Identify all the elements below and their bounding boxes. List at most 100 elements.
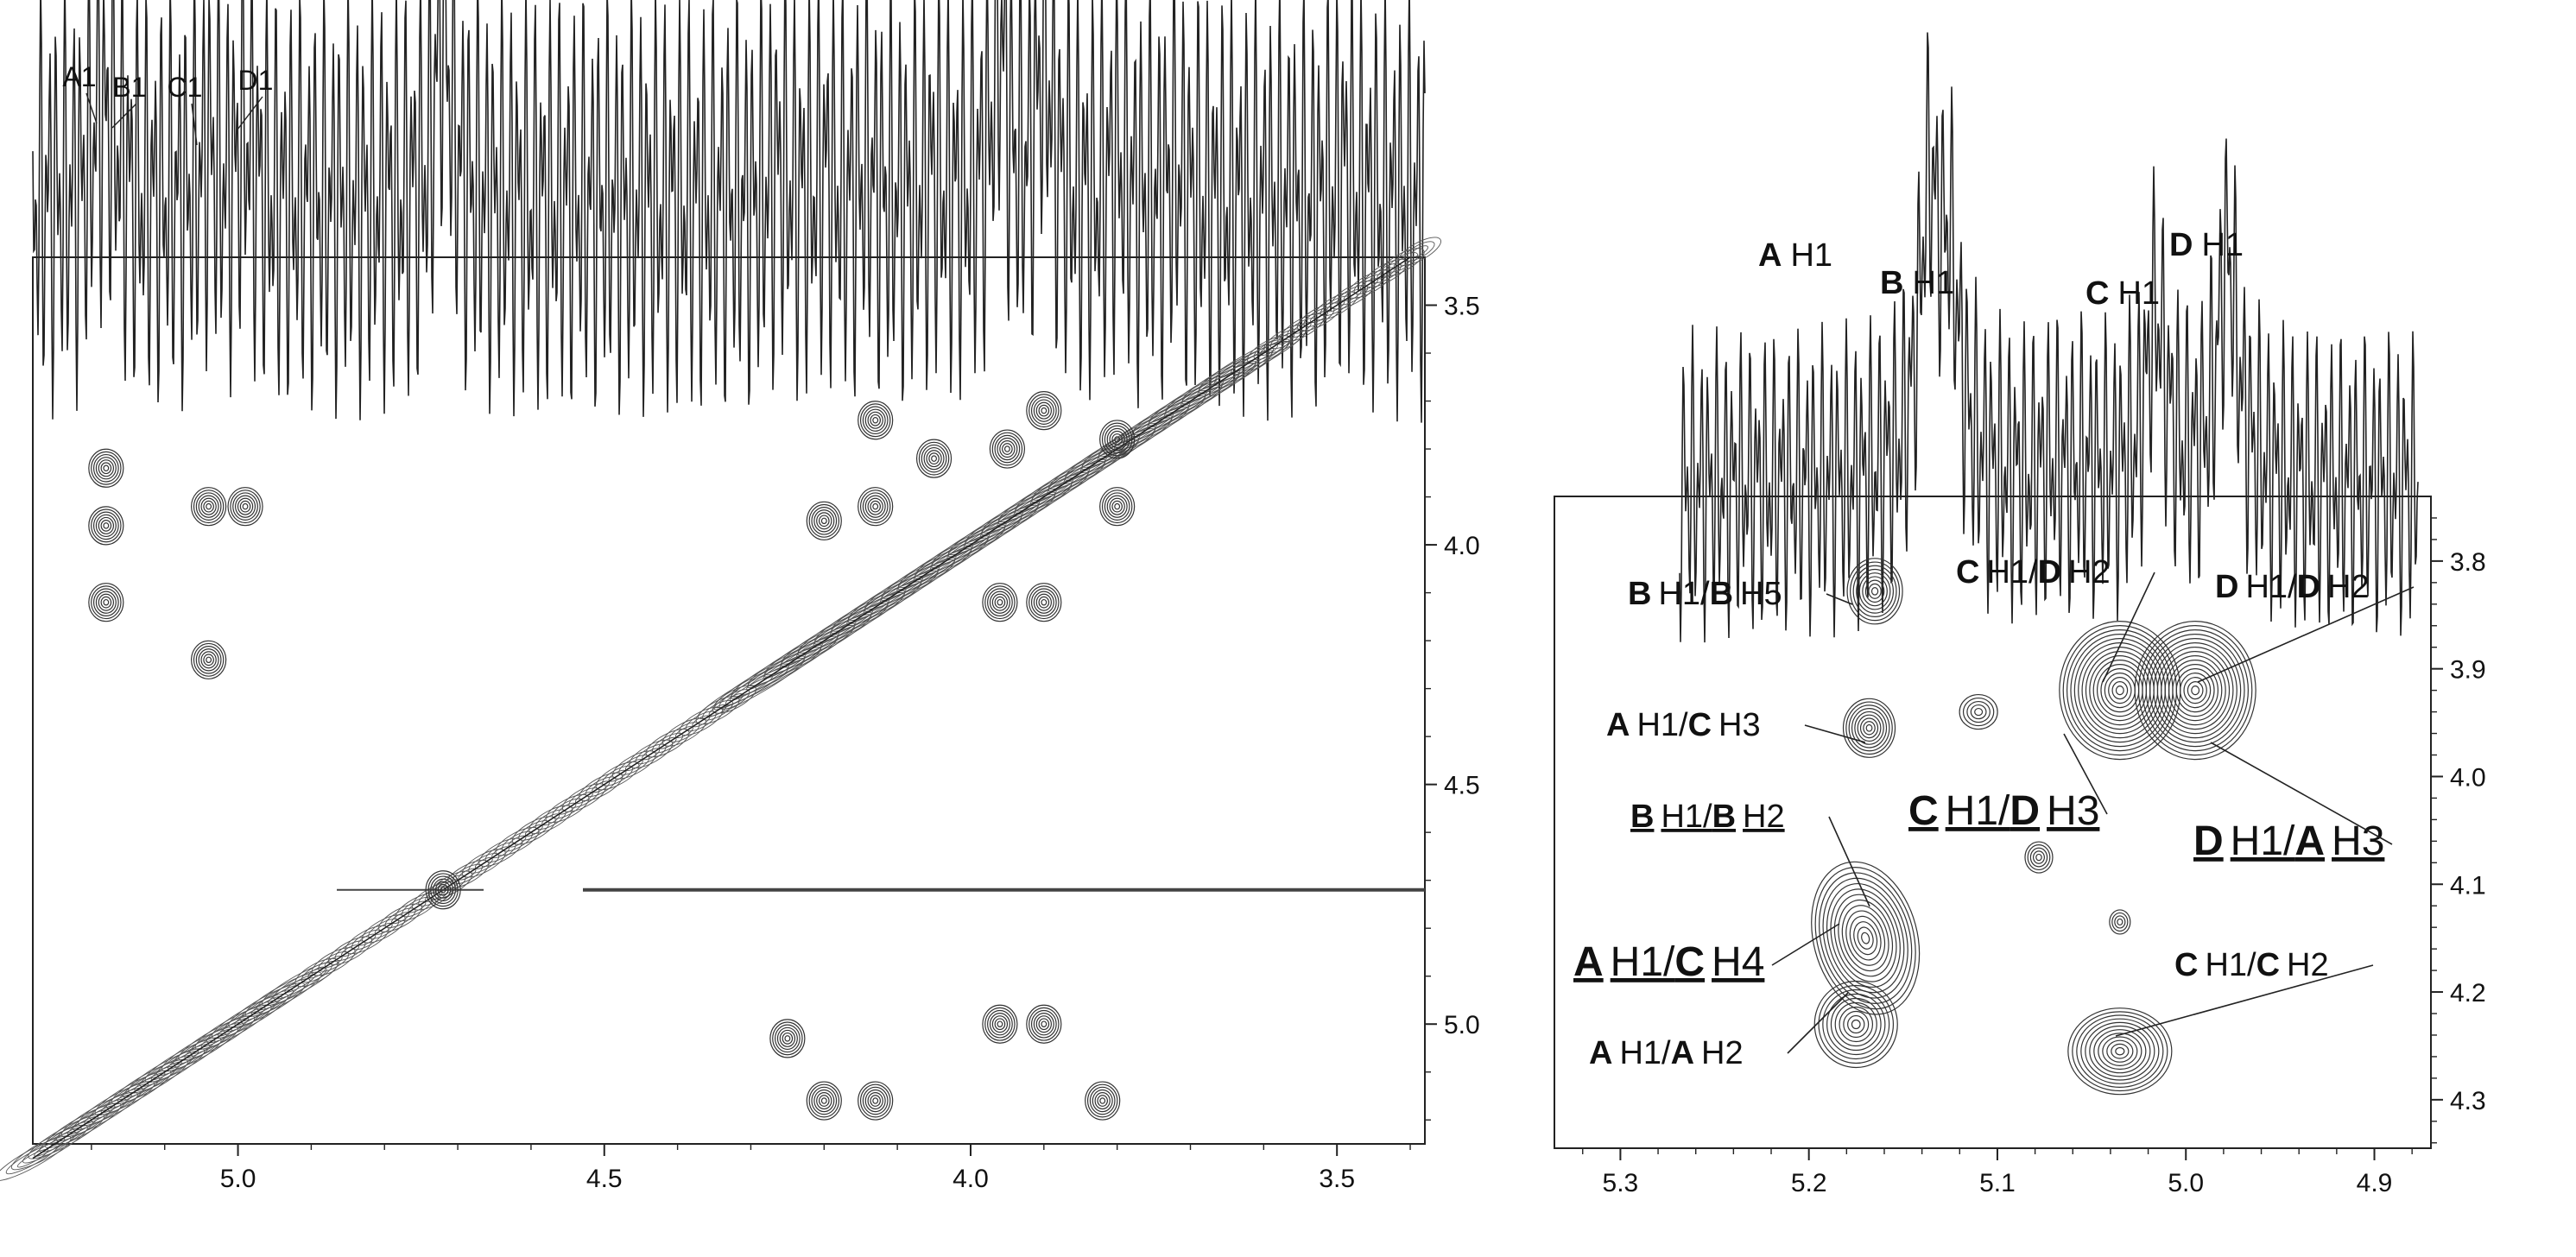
cross-peak-6 [2024, 841, 2054, 874]
peak-label-DH1: D H1 [2169, 227, 2244, 263]
atom: H1/ [2231, 818, 2295, 864]
cross-peak-8 [2067, 1007, 2173, 1096]
peak-label-B1: B1 [112, 72, 146, 103]
cross-peak-2 [1811, 861, 1921, 1015]
cross-peak-2 [88, 583, 124, 622]
cross-peak-1 [1842, 698, 1896, 758]
cross-peak-7 [2109, 909, 2131, 935]
atom: H2 [2327, 569, 2370, 605]
annotation-3: A H1/C H4 [1573, 939, 1764, 985]
y-tick-label: 4.3 [2450, 1087, 2486, 1115]
residue: A [1573, 939, 1604, 985]
annotation-6: C H1/D H3 [1908, 788, 2099, 834]
cross-peak-5 [2134, 621, 2256, 761]
atom: H4 [1712, 939, 1764, 985]
residue: C [1674, 939, 1705, 985]
cross-peak-9 [858, 1081, 894, 1121]
cross-peak-15 [858, 401, 894, 440]
residue: A [1589, 1035, 1612, 1071]
cross-peak-18 [1026, 583, 1062, 622]
cross-peak-4 [227, 487, 263, 527]
residue: B [1630, 799, 1654, 835]
annotation-2: B H1/B H2 [1630, 799, 1785, 835]
residue: A [1606, 707, 1630, 743]
atom: H1/ [1619, 1035, 1671, 1071]
right-spectrum-trace [1679, 32, 2419, 643]
y-tick-label: 4.5 [1444, 772, 1480, 800]
x-tick-label: 5.0 [2168, 1169, 2204, 1197]
x-tick-label: 5.3 [1603, 1169, 1639, 1197]
y-tick-label: 4.0 [2450, 763, 2486, 792]
cross-peak-8 [806, 1081, 842, 1121]
atom: H3 [2047, 788, 2099, 834]
x-tick-label: 4.0 [953, 1165, 989, 1193]
atom: H1/ [1946, 788, 2010, 834]
residue: C [2085, 275, 2109, 312]
atom: H1/ [1986, 554, 2038, 591]
peak-label-D1: D1 [238, 65, 274, 96]
diagonal-line [32, 256, 1411, 1159]
residue: A [1758, 237, 1782, 274]
annotation-leader-1 [1804, 724, 1866, 743]
atom: H1/ [1611, 939, 1675, 985]
atom: H2 [2068, 554, 2111, 591]
annotation-5: C H1/D H2 [1956, 554, 2111, 591]
y-tick-label: 3.9 [2450, 656, 2486, 685]
cross-peak-20 [1026, 391, 1062, 431]
y-tick-label: 4.0 [1444, 532, 1480, 560]
y-tick-label: 3.8 [2450, 548, 2486, 577]
cross-peak-3 [1813, 980, 1898, 1069]
residue: D [2297, 569, 2320, 605]
atom: H2 [1701, 1035, 1744, 1071]
residue: C [1908, 788, 1939, 834]
atom: H1/ [1658, 576, 1710, 612]
annotation-leader-3 [1771, 923, 1840, 966]
residue: D [2193, 818, 2224, 864]
peak-label-C1: C1 [168, 72, 203, 103]
right-plot-frame [1554, 496, 2432, 1149]
residue: D [2038, 554, 2061, 591]
cross-peak-22 [1099, 487, 1136, 527]
cross-peak-5 [191, 640, 227, 679]
atom: H1/ [1636, 707, 1688, 743]
cross-peak-3 [191, 487, 227, 527]
peak-label-A1: A1 [62, 61, 96, 92]
residue: D [2215, 569, 2238, 605]
peak-leader-A1 [85, 92, 98, 124]
cross-peak-12 [1085, 1081, 1121, 1121]
residue: A [1671, 1035, 1694, 1071]
cross-peak-19 [989, 429, 1026, 469]
atom: H1/ [1661, 799, 1712, 835]
residue: C [1956, 554, 1979, 591]
peak-label-BH1: B H1 [1880, 265, 1954, 301]
cross-peak-13 [806, 501, 842, 540]
peak-leader-B1 [111, 103, 137, 129]
cross-peak-14 [858, 487, 894, 527]
atom: H2 [1743, 799, 1785, 835]
atom: H2 [2287, 947, 2329, 983]
cross-peak-11 [1026, 1004, 1062, 1044]
annotation-9: C H1/C H2 [2174, 947, 2329, 983]
annotation-0: B H1/B H5 [1628, 576, 1782, 612]
residue: B [1712, 799, 1736, 835]
y-tick-label: 4.2 [2450, 979, 2486, 1007]
atom: H5 [1740, 576, 1782, 612]
annotation-leader-5 [2102, 572, 2155, 683]
annotation-leader-2 [1828, 816, 1870, 907]
atom: H1 [2201, 227, 2244, 263]
left-contour-panel: 5.0 4.5 4.0 3.5 3.5 4.0 4.5 5.0 [0, 237, 1480, 1193]
cross-peak-7 [769, 1019, 806, 1058]
residue: C [2256, 947, 2280, 983]
residue: B [1710, 576, 1733, 612]
annotation-8: D H1/A H3 [2193, 818, 2384, 864]
peak-label-AH1: A H1 [1758, 237, 1832, 274]
x-tick-label: 4.5 [586, 1165, 623, 1193]
peak-leader-D1 [237, 96, 263, 130]
annotation-4: A H1/A H2 [1589, 1035, 1744, 1071]
residue: C [2174, 947, 2198, 983]
residue: D [2169, 227, 2193, 263]
residue: B [1628, 576, 1651, 612]
residue: C [1688, 707, 1712, 743]
annotation-leader-0 [1826, 593, 1853, 605]
x-tick-label: 5.0 [220, 1165, 256, 1193]
